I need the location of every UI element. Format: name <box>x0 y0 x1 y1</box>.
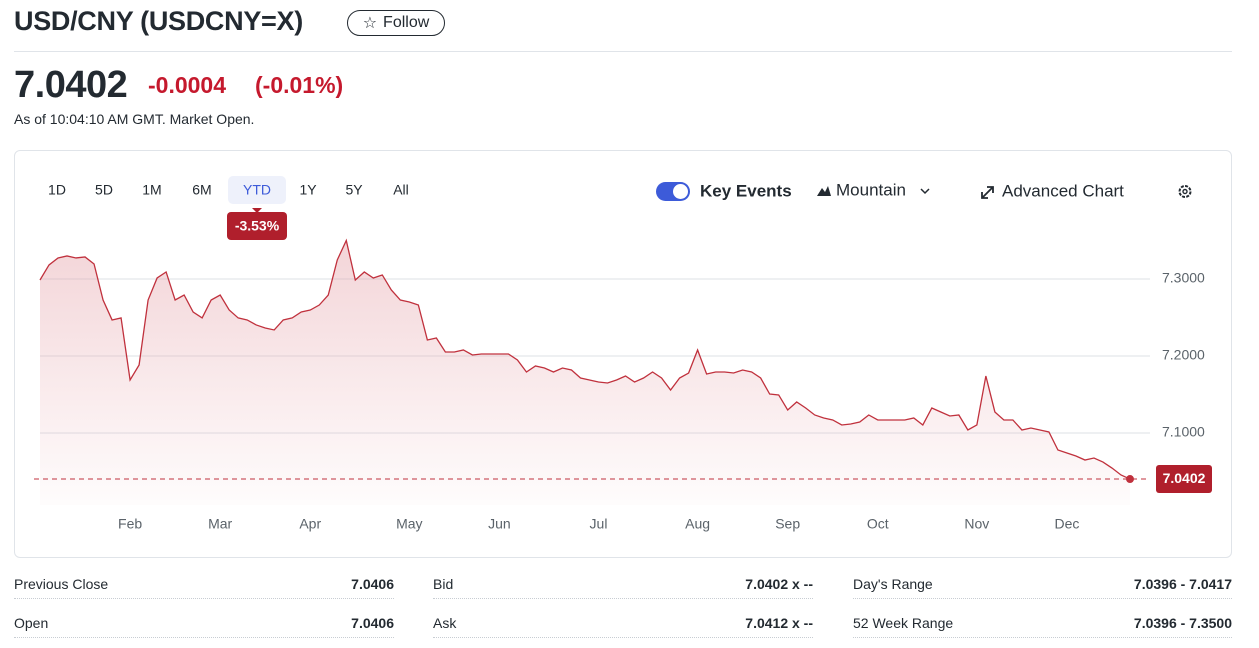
expand-icon <box>981 186 994 199</box>
price: 7.0402 <box>14 64 128 106</box>
follow-button[interactable]: ☆ Follow <box>347 10 445 36</box>
separator <box>853 598 1232 599</box>
chart-style-label[interactable]: Mountain <box>836 180 906 199</box>
follow-label: Follow <box>383 14 430 31</box>
x-tick-label: May <box>396 516 422 532</box>
market-time: As of 10:04:10 AM GMT. Market Open. <box>14 111 255 127</box>
star-icon: ☆ <box>362 15 378 32</box>
chevron-icon <box>920 188 930 195</box>
range-button[interactable]: 1D <box>48 182 66 198</box>
range-button[interactable]: 1Y <box>299 182 317 198</box>
stat-label: Open <box>14 615 49 631</box>
stat-label: Day's Range <box>853 576 933 592</box>
x-tick-label: Jun <box>488 516 511 532</box>
separator <box>433 598 813 599</box>
separator <box>433 637 813 638</box>
range-button[interactable]: 1M <box>142 182 161 198</box>
range-button[interactable]: 5Y <box>345 182 363 198</box>
badge-pointer <box>252 208 262 213</box>
last-price-dot <box>1126 475 1134 484</box>
area <box>40 240 1130 505</box>
stat-label: 52 Week Range <box>853 615 954 631</box>
return-badge <box>227 212 287 240</box>
y-tick-label: 7.1000 <box>1162 424 1205 440</box>
divider <box>14 51 1232 52</box>
y-tick-label: 7.3000 <box>1162 270 1205 286</box>
separator <box>853 637 1232 638</box>
x-tick-label: Jul <box>590 516 608 532</box>
settings-icon[interactable] <box>1178 185 1192 198</box>
key-events-label[interactable]: Key Events <box>700 181 792 200</box>
stat-label: Previous Close <box>14 576 109 592</box>
mountain-icon <box>817 186 831 196</box>
chart-card <box>14 150 1232 558</box>
range-button[interactable]: YTD <box>243 182 271 198</box>
stat-value: 7.0412 x -- <box>745 615 813 631</box>
range-button[interactable]: 5D <box>95 182 113 198</box>
x-tick-label: Mar <box>208 516 232 532</box>
separator <box>14 637 394 638</box>
x-tick-label: Apr <box>299 516 321 532</box>
last-price-box <box>1156 465 1212 494</box>
return-badge-label: -3.53% <box>235 218 280 234</box>
toggle-knob <box>673 184 688 199</box>
x-tick-label: Sep <box>775 516 800 532</box>
y-tick-label: 7.2000 <box>1162 347 1205 363</box>
range-button[interactable]: 6M <box>192 182 211 198</box>
stat-label: Ask <box>433 615 457 631</box>
range-button[interactable]: All <box>393 182 409 198</box>
advanced-chart-label[interactable]: Advanced Chart <box>1002 181 1124 200</box>
x-tick-label: Oct <box>867 516 889 532</box>
stat-value: 7.0396 - 7.0417 <box>1133 576 1232 592</box>
quote-title: USD/CNY (USDCNY=X) <box>14 6 303 36</box>
separator <box>14 598 394 599</box>
stat-value: 7.0406 <box>351 576 394 592</box>
line <box>39 238 1131 480</box>
price-change-percent: (-0.01%) <box>255 72 344 98</box>
price-change: -0.0004 <box>148 72 227 98</box>
settings-icon-center <box>1182 188 1188 195</box>
stat-value: 7.0396 - 7.3500 <box>1133 615 1232 631</box>
x-tick-label: Feb <box>118 516 142 532</box>
chart: 1D 5D 1M 6M YTD 1Y 5Y All -3.53% Key Eve… <box>34 176 1212 532</box>
stat-label: Bid <box>433 576 454 592</box>
x-tick-label: Dec <box>1054 516 1079 532</box>
last-price-label: 7.0402 <box>1163 470 1206 486</box>
x-tick-label: Aug <box>685 516 710 532</box>
x-tick-label: Nov <box>964 516 989 532</box>
range-selected-bg <box>228 176 286 204</box>
stat-value: 7.0402 x -- <box>745 576 813 592</box>
stat-value: 7.0406 <box>351 615 394 631</box>
